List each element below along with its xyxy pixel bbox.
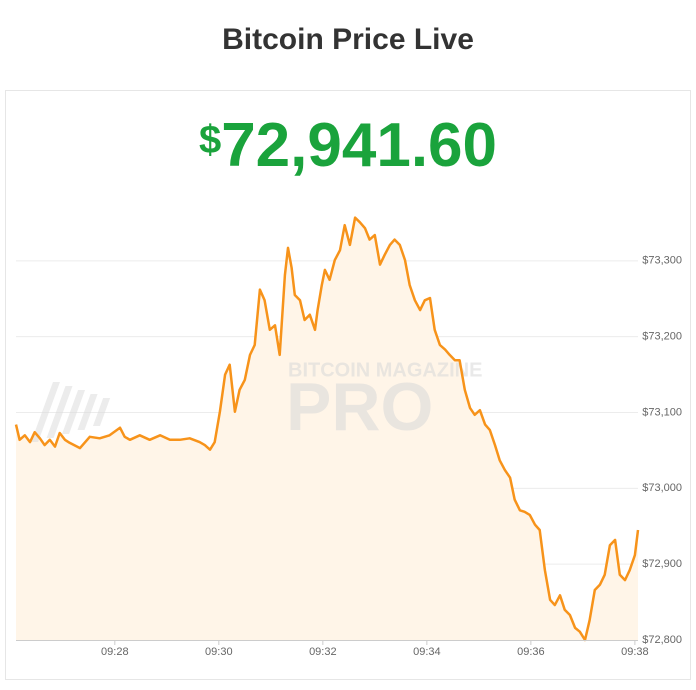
watermark-stripe bbox=[77, 394, 98, 430]
page-title: Bitcoin Price Live bbox=[222, 23, 474, 56]
x-tick-label: 09:28 bbox=[101, 646, 129, 658]
watermark-bottom: PRO bbox=[286, 369, 433, 445]
x-tick-label: 09:36 bbox=[517, 646, 545, 658]
price-line bbox=[14, 216, 640, 642]
watermark-stripe bbox=[31, 382, 60, 442]
price-amount: 72,941.60 bbox=[221, 111, 497, 180]
watermark-top: BITCOIN MAGAZINE bbox=[288, 359, 482, 381]
y-tick-label: $73,000 bbox=[642, 482, 682, 494]
area bbox=[16, 217, 638, 640]
x-tick-label: 09:34 bbox=[413, 646, 441, 658]
watermark-stripe bbox=[46, 386, 73, 438]
watermark-stripe bbox=[62, 390, 86, 434]
x-tick-label: 09:38 bbox=[621, 646, 649, 658]
watermark-stripe bbox=[92, 398, 111, 426]
y-tick-label: $73,100 bbox=[642, 406, 682, 418]
y-tick-label: $73,300 bbox=[642, 255, 682, 267]
y-tick-label: $72,800 bbox=[642, 634, 682, 646]
price-symbol: $ bbox=[199, 118, 221, 162]
x-tick-label: 09:30 bbox=[205, 646, 233, 658]
x-tick-label: 09:32 bbox=[309, 646, 337, 658]
plot: $72,800 $72,900 $73,000 $73,100 $73,200 $73,3… bbox=[14, 216, 682, 658]
price: $72,941.60 bbox=[199, 111, 497, 180]
y-tick-label: $72,900 bbox=[642, 558, 682, 570]
y-tick-label: $73,200 bbox=[642, 331, 682, 343]
